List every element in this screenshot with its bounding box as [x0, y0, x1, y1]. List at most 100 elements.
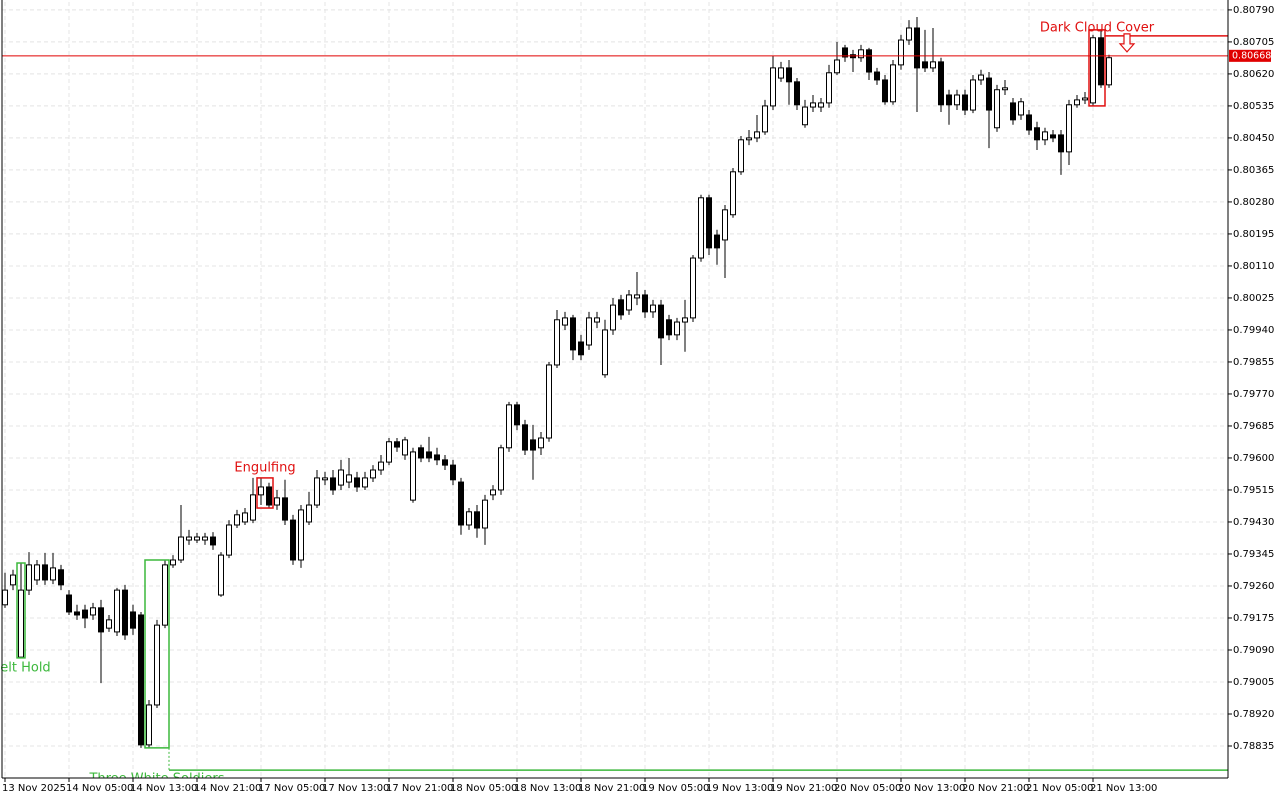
x-tick-label: 18 Nov 05:00 — [450, 783, 517, 794]
grid — [2, 2, 1228, 778]
candle-body — [746, 137, 752, 141]
candle-body — [258, 486, 264, 496]
y-tick-label: 0.80365 — [1233, 165, 1274, 176]
candle-body — [130, 611, 136, 629]
candle-body — [674, 321, 680, 336]
current-price-box — [1229, 49, 1271, 62]
y-tick-label: 0.79005 — [1233, 677, 1274, 688]
candle-body — [522, 424, 528, 451]
candle-body — [226, 524, 232, 556]
y-tick-label: 0.79770 — [1233, 389, 1274, 400]
candle-body — [42, 564, 48, 581]
y-tick-label: 0.78920 — [1233, 709, 1274, 720]
x-tick-label: 13 Nov 2025 — [2, 783, 66, 794]
candle-body — [666, 319, 672, 336]
x-tick-label: 14 Nov 05:00 — [66, 783, 133, 794]
y-tick-label: 0.79345 — [1233, 549, 1274, 560]
candle-body — [906, 27, 912, 41]
x-tick-label: 21 Nov 13:00 — [1090, 783, 1157, 794]
candle-body — [1050, 134, 1056, 139]
candle-body — [970, 79, 976, 111]
candle-body — [10, 574, 16, 586]
candle-body — [402, 439, 408, 456]
current-price-label: 0.80668 — [1232, 50, 1271, 61]
y-tick-label: 0.79940 — [1233, 325, 1274, 336]
candle-body — [866, 49, 872, 73]
candle-body — [586, 317, 592, 346]
candle-body — [930, 61, 936, 69]
candle-body — [634, 294, 640, 299]
candle-body — [418, 447, 424, 459]
y-tick-label: 0.79515 — [1233, 485, 1274, 496]
candle-body — [282, 497, 288, 521]
candle-body — [394, 441, 400, 448]
pattern-box — [256, 477, 274, 509]
candle-body — [794, 81, 800, 106]
candle-body — [146, 704, 152, 746]
candle-body — [554, 319, 560, 366]
pattern-box — [16, 562, 26, 659]
x-tick-label: 18 Nov 13:00 — [514, 783, 581, 794]
candle-body — [378, 461, 384, 471]
y-tick-label: 0.80280 — [1233, 197, 1274, 208]
candle-body — [706, 197, 712, 249]
x-tick-label: 21 Nov 05:00 — [1026, 783, 1093, 794]
candle-body — [1098, 37, 1104, 86]
candle-body — [890, 64, 896, 103]
candle-body — [1010, 102, 1016, 121]
y-tick-label: 0.80705 — [1233, 37, 1274, 48]
pattern-box — [144, 559, 170, 749]
pattern-box — [1088, 29, 1106, 107]
plot-area: Belt Hold Engulfing Three White Soldiers Da… — [0, 17, 1228, 778]
y-tick-label: 0.79430 — [1233, 517, 1274, 528]
candle-body — [242, 512, 248, 523]
candle-body — [810, 102, 816, 108]
candle-body — [442, 459, 448, 466]
y-tick-label: 0.79175 — [1233, 613, 1274, 624]
candle-body — [730, 171, 736, 216]
candle-body — [482, 499, 488, 529]
y-tick-label: 0.80790 — [1233, 5, 1274, 16]
candle-body — [978, 74, 984, 81]
candle-body — [714, 234, 720, 249]
candle-body — [114, 589, 120, 633]
candle-body — [122, 589, 128, 636]
candle-body — [266, 486, 272, 506]
candle-body — [786, 67, 792, 83]
y-tick-label: 0.79260 — [1233, 581, 1274, 592]
candle-body — [346, 474, 352, 483]
candle-body — [818, 102, 824, 108]
x-tick-label: 20 Nov 21:00 — [962, 783, 1029, 794]
candle-body — [386, 441, 392, 463]
candle-body — [170, 559, 176, 566]
candle-body — [82, 609, 88, 619]
x-tick-label: 19 Nov 05:00 — [642, 783, 709, 794]
candle-body — [450, 464, 456, 481]
candle-body — [186, 536, 192, 541]
candle-body — [138, 614, 144, 746]
candle-body — [338, 469, 344, 486]
candle-body — [1074, 99, 1080, 106]
candle-body — [74, 611, 80, 616]
candle-body — [234, 514, 240, 526]
x-tick-label: 19 Nov 21:00 — [770, 783, 837, 794]
y-tick-label: 0.79090 — [1233, 645, 1274, 656]
candle-body — [1026, 114, 1032, 131]
candle-body — [610, 304, 616, 331]
y-tick-label: 0.80450 — [1233, 133, 1274, 144]
y-tick-label: 0.80025 — [1233, 293, 1274, 304]
candle-body — [994, 89, 1000, 129]
candle-body — [490, 489, 496, 496]
candle-body — [682, 317, 688, 323]
candle-body — [26, 564, 32, 591]
pattern-label: Engulfing — [234, 460, 295, 475]
candle-body — [546, 364, 552, 439]
candle-body — [778, 67, 784, 79]
candle-body — [1034, 127, 1040, 141]
y-tick-label: 0.79685 — [1233, 421, 1274, 432]
candle-body — [922, 61, 928, 69]
x-tick-label: 17 Nov 21:00 — [386, 783, 453, 794]
candle-body — [562, 317, 568, 326]
